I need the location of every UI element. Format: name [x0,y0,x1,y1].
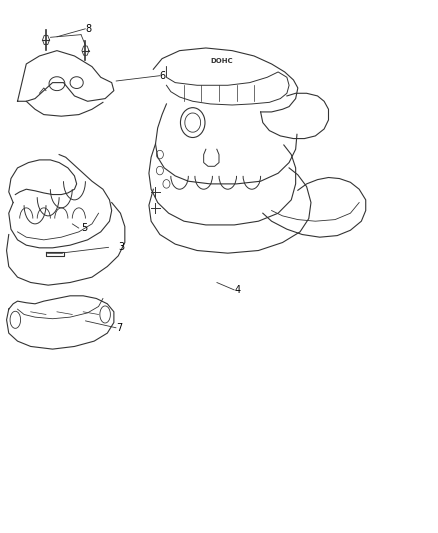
Text: 6: 6 [160,71,166,80]
Text: 5: 5 [81,223,87,233]
Text: 8: 8 [85,24,92,34]
Text: 7: 7 [116,323,122,333]
Text: DOHC: DOHC [210,58,233,64]
Text: 3: 3 [118,243,124,252]
Text: 4: 4 [234,285,240,295]
